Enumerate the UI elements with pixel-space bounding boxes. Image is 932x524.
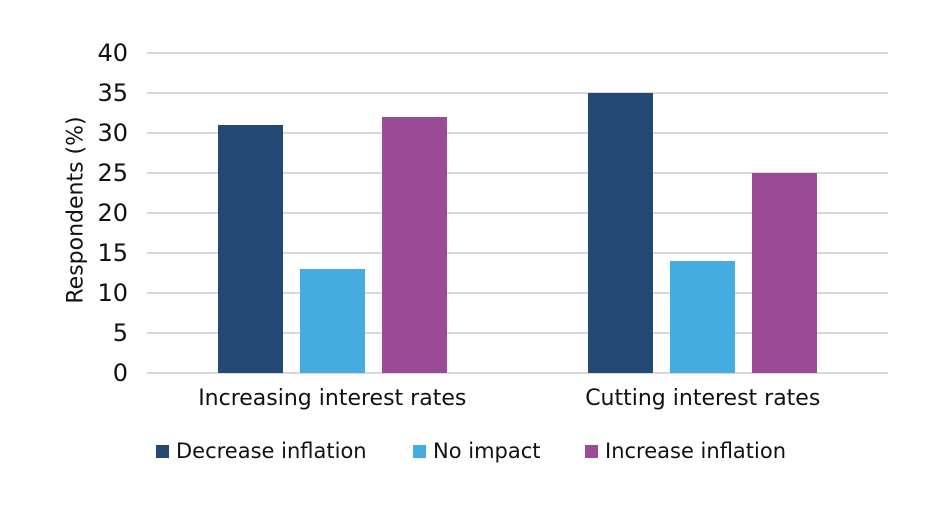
legend-label: Decrease inflation: [176, 439, 367, 463]
y-axis-tick-label: 25: [97, 159, 128, 187]
y-axis-tick-label: 30: [97, 119, 128, 147]
y-axis-tick-label: 15: [97, 239, 128, 267]
bar-group: [518, 53, 889, 373]
legend: Decrease inflation No impact Increase infl…: [0, 438, 932, 464]
bar-no-impact: [670, 261, 736, 373]
legend-swatch: [156, 444, 169, 458]
y-axis-tick-label: 40: [97, 39, 128, 67]
bar-increase-inflation: [752, 173, 818, 373]
category-label: Increasing interest rates: [198, 386, 467, 411]
y-axis-tick-label: 35: [97, 79, 128, 107]
bar-decrease-inflation: [217, 125, 283, 373]
gridline: [147, 212, 888, 214]
legend-item: No impact: [413, 438, 541, 464]
gridline: [147, 172, 888, 174]
legend-swatch: [413, 444, 426, 458]
plot-area: [147, 52, 888, 374]
legend-swatch: [585, 444, 598, 458]
legend-item: Increase inflation: [585, 438, 786, 464]
legend-label: Increase inflation: [605, 439, 787, 463]
y-axis-tick-label: 0: [112, 359, 128, 387]
gridline: [147, 292, 888, 294]
legend-item: Decrease inflation: [156, 438, 367, 464]
bar-increase-inflation: [381, 117, 447, 373]
gridline: [147, 132, 888, 134]
gridline: [147, 372, 888, 374]
gridline: [147, 252, 888, 254]
gridline: [147, 332, 888, 334]
legend-label: No impact: [433, 439, 541, 463]
x-axis-category-labels: Increasing interest rates Cutting interes…: [147, 386, 888, 412]
y-axis-tick-label: 10: [97, 279, 128, 307]
category-label: Cutting interest rates: [585, 386, 821, 411]
bar-no-impact: [299, 269, 365, 373]
gridline: [147, 52, 888, 54]
y-axis-tick-label: 5: [112, 319, 128, 347]
bars-row: [147, 53, 888, 373]
bar-group: [147, 53, 518, 373]
y-axis-tick-label: 20: [97, 199, 128, 227]
bar-decrease-inflation: [588, 93, 654, 373]
gridline: [147, 92, 888, 94]
y-axis-tick-labels: 0 5 10 15 20 25 30 35 40: [0, 0, 128, 524]
